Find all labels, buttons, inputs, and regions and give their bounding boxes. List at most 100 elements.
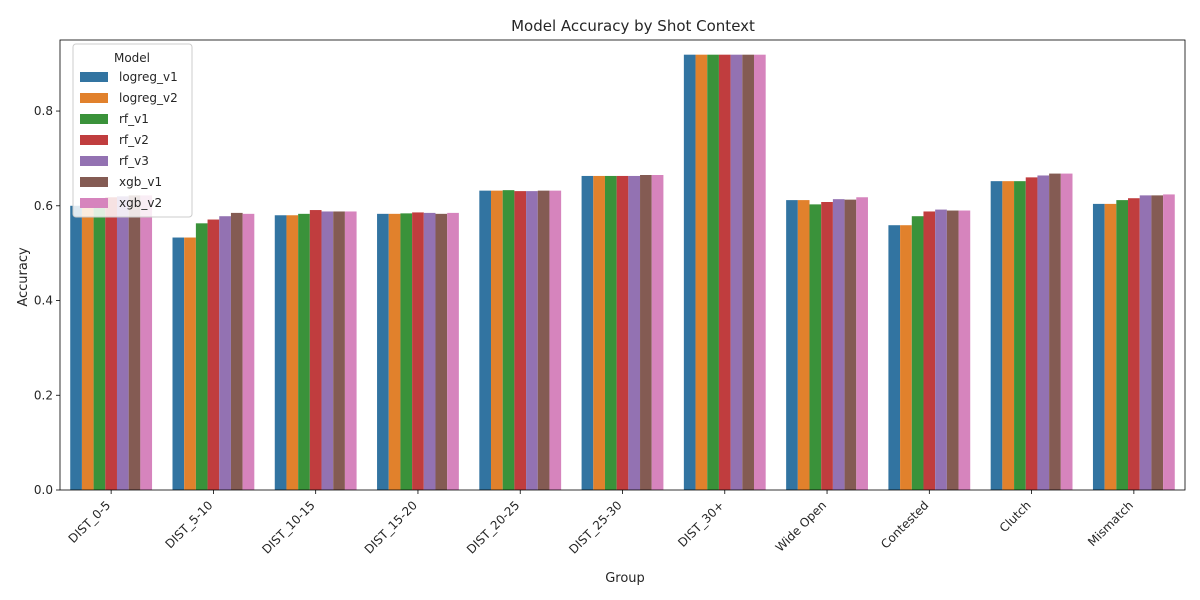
legend-label-rf_v2: rf_v2 <box>119 133 149 147</box>
bar-rf_v2-DIST_10-15 <box>309 210 322 491</box>
bar-logreg_v1-DIST_20-25 <box>479 190 492 490</box>
bar-logreg_v1-DIST_15-20 <box>377 213 389 490</box>
bar-rf_v2-DIST_20-25 <box>514 191 527 491</box>
bar-rf_v3-Mismatch <box>1139 195 1152 490</box>
x-tick-label: DIST_20-25 <box>464 498 522 556</box>
y-tick-label: 0.6 <box>34 199 53 213</box>
chart-title: Model Accuracy by Shot Context <box>511 17 755 35</box>
bar-xgb_v1-DIST_15-20 <box>435 213 448 490</box>
bar-rf_v2-DIST_25-30 <box>616 175 629 490</box>
legend-label-rf_v3: rf_v3 <box>119 154 149 168</box>
bar-rf_v2-DIST_0-5 <box>105 197 117 490</box>
bar-rf_v1-Wide Open <box>809 204 822 490</box>
bar-logreg_v1-Contested <box>888 225 901 490</box>
bar-rf_v2-Mismatch <box>1128 198 1140 490</box>
bar-xgb_v2-Contested <box>958 210 971 490</box>
x-tick-label: DIST_25-30 <box>566 498 624 556</box>
bar-rf_v3-DIST_30+ <box>730 54 743 491</box>
bar-rf_v1-DIST_15-20 <box>400 213 413 490</box>
bar-rf_v1-DIST_10-15 <box>298 213 310 490</box>
bar-logreg_v1-DIST_30+ <box>683 54 696 491</box>
legend-swatch-rf_v1 <box>80 114 108 124</box>
legend-label-rf_v1: rf_v1 <box>119 112 149 126</box>
bar-xgb_v2-DIST_25-30 <box>651 175 664 490</box>
bar-logreg_v2-Clutch <box>1002 181 1015 490</box>
x-tick-label: Wide Open <box>773 498 829 554</box>
bar-xgb_v1-DIST_0-5 <box>128 195 141 490</box>
bar-logreg_v1-DIST_10-15 <box>274 215 287 490</box>
bar-rf_v3-DIST_15-20 <box>423 212 436 490</box>
x-tick-label: DIST_30+ <box>675 498 727 550</box>
bar-xgb_v2-DIST_10-15 <box>344 211 357 490</box>
bar-rf_v2-DIST_30+ <box>718 54 731 491</box>
bar-logreg_v2-DIST_30+ <box>695 54 708 491</box>
bar-logreg_v2-Mismatch <box>1104 203 1117 490</box>
bar-logreg_v2-DIST_10-15 <box>286 215 299 490</box>
bar-logreg_v1-DIST_0-5 <box>70 205 82 491</box>
bar-xgb_v2-DIST_15-20 <box>447 212 459 490</box>
legend-swatch-xgb_v2 <box>80 198 108 208</box>
bar-xgb_v1-DIST_20-25 <box>537 190 550 490</box>
x-tick-label: Mismatch <box>1085 498 1136 549</box>
bar-xgb_v1-Contested <box>946 210 959 490</box>
y-tick-label: 0.4 <box>34 294 53 308</box>
bar-xgb_v1-DIST_10-15 <box>333 211 345 490</box>
bar-logreg_v2-DIST_25-30 <box>593 175 605 490</box>
y-tick-label: 0.2 <box>34 388 53 402</box>
x-tick-label: Clutch <box>997 498 1034 535</box>
x-tick-label: DIST_0-5 <box>66 498 114 546</box>
x-tick-label: DIST_15-20 <box>362 498 420 556</box>
bar-rf_v1-Mismatch <box>1116 200 1129 491</box>
bar-xgb_v1-DIST_25-30 <box>640 175 652 490</box>
bar-xgb_v1-DIST_5-10 <box>230 212 243 490</box>
bar-logreg_v2-Contested <box>900 225 912 490</box>
legend-frame <box>72 43 193 218</box>
y-axis-label: Accuracy <box>16 247 31 307</box>
bar-rf_v3-DIST_0-5 <box>116 196 129 490</box>
bar-xgb_v2-Wide Open <box>856 197 868 490</box>
bar-xgb_v2-DIST_20-25 <box>549 190 562 490</box>
y-tick-label: 0.8 <box>34 104 53 118</box>
bar-rf_v1-DIST_25-30 <box>604 175 617 490</box>
bar-rf_v2-Wide Open <box>821 202 833 490</box>
legend-label-logreg_v1: logreg_v1 <box>119 70 178 84</box>
legend-swatch-xgb_v1 <box>80 177 108 187</box>
y-tick-label: 0.0 <box>34 483 53 497</box>
bar-rf_v1-DIST_20-25 <box>502 190 515 490</box>
bar-logreg_v1-Wide Open <box>786 200 798 491</box>
bar-xgb_v2-DIST_5-10 <box>242 213 255 490</box>
bar-logreg_v2-DIST_15-20 <box>388 213 401 490</box>
legend-swatch-logreg_v2 <box>80 93 108 103</box>
bar-logreg_v2-DIST_20-25 <box>491 190 503 490</box>
bar-xgb_v1-Mismatch <box>1151 195 1164 490</box>
x-tick-label: Contested <box>878 498 931 551</box>
legend-label-xgb_v1: xgb_v1 <box>119 175 162 189</box>
legend-swatch-rf_v3 <box>80 156 108 166</box>
bar-logreg_v2-Wide Open <box>797 200 810 491</box>
bar-rf_v3-DIST_25-30 <box>628 175 641 490</box>
legend-swatch-logreg_v1 <box>80 72 108 82</box>
x-tick-label: DIST_10-15 <box>259 498 317 556</box>
bar-rf_v3-Clutch <box>1037 175 1050 490</box>
bar-rf_v3-DIST_5-10 <box>219 216 231 490</box>
bar-rf_v3-Contested <box>935 209 947 490</box>
legend-title: Model <box>114 51 150 65</box>
bar-rf_v2-Clutch <box>1025 177 1038 490</box>
bar-xgb_v1-Wide Open <box>844 199 857 490</box>
bar-logreg_v1-Mismatch <box>1092 203 1105 490</box>
bar-rf_v3-Wide Open <box>832 199 845 490</box>
bar-xgb_v2-DIST_30+ <box>753 54 766 491</box>
bar-xgb_v2-Mismatch <box>1163 194 1175 491</box>
bar-xgb_v2-DIST_0-5 <box>140 195 153 490</box>
bar-rf_v1-Contested <box>911 216 924 490</box>
bar-rf_v1-DIST_5-10 <box>195 223 208 490</box>
bars-layer <box>70 54 1175 491</box>
bar-xgb_v2-Clutch <box>1060 173 1073 490</box>
x-tick-label: DIST_5-10 <box>163 498 216 551</box>
bar-rf_v1-DIST_30+ <box>707 54 719 491</box>
bar-logreg_v1-DIST_25-30 <box>581 175 594 490</box>
x-axis-label: Group <box>605 571 645 586</box>
bar-rf_v1-DIST_0-5 <box>93 203 106 491</box>
legend-label-logreg_v2: logreg_v2 <box>119 91 178 105</box>
